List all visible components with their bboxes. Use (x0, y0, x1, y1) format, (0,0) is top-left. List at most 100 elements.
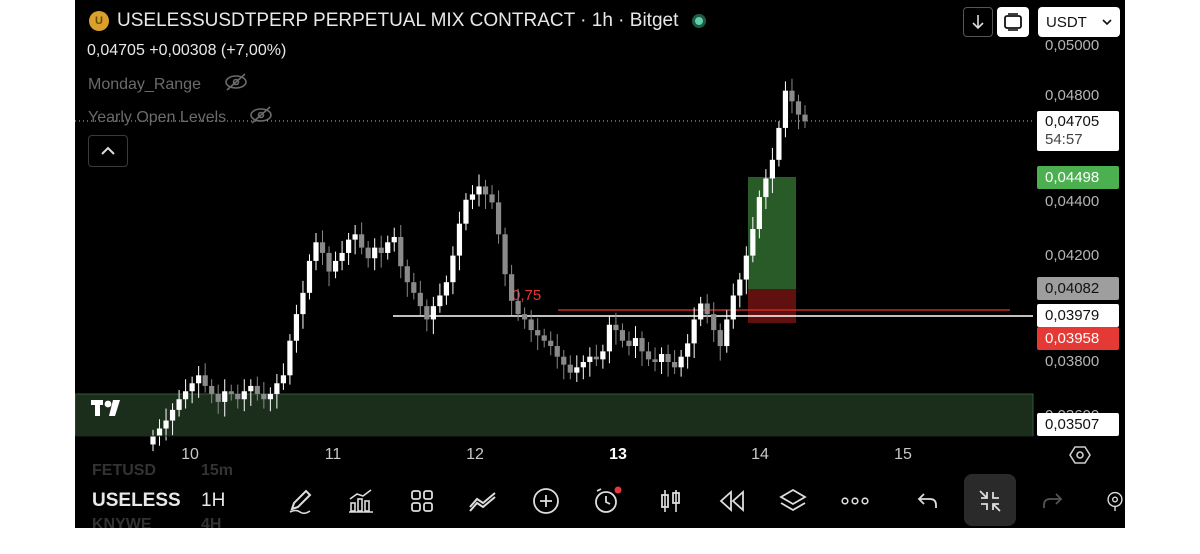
time-tick: 12 (466, 446, 484, 463)
candle-body (209, 385, 215, 394)
candle-body (189, 383, 195, 392)
candle-body (372, 247, 378, 259)
left-margin (0, 0, 75, 554)
candle-body (215, 393, 221, 402)
bar-countdown: 54:57 (1045, 131, 1083, 148)
current-price-label: 0,04705 54:57 (1037, 111, 1119, 151)
compare-icon[interactable] (466, 484, 500, 518)
demand-zone (75, 393, 1034, 437)
candle-body (313, 242, 319, 261)
candle-body (600, 351, 606, 360)
scroll-down-button[interactable] (963, 7, 993, 37)
time-tick: 13 (609, 446, 627, 463)
next-interval-ghost: 4H (201, 516, 222, 528)
candle-body (795, 101, 802, 115)
candle-body (450, 255, 456, 283)
candle-body (169, 409, 176, 421)
settings-icon[interactable] (1105, 484, 1125, 518)
symbol-header[interactable]: U USELESSUSDTPERP PERPETUAL MIX CONTRACT… (89, 10, 707, 32)
candle-body (261, 393, 267, 400)
stop-label: 0,03958 (1037, 327, 1119, 350)
candle-body (763, 178, 769, 198)
candle-body (652, 359, 658, 362)
candle-body (730, 295, 736, 320)
interval-picker[interactable]: 1H (201, 490, 226, 511)
key-level-label: 0,03979 (1037, 304, 1119, 327)
add-icon[interactable] (529, 484, 563, 518)
active-tool-bg (964, 474, 1016, 526)
redo-icon[interactable] (1035, 484, 1069, 518)
candles-icon[interactable] (654, 484, 688, 518)
candle-body (332, 260, 339, 272)
candle-body (509, 274, 515, 301)
take-profit-label: 0,04498 (1037, 166, 1119, 189)
candle-body (626, 340, 632, 347)
candle-body (202, 375, 208, 386)
exit-fullscreen-icon[interactable] (973, 484, 1007, 518)
more-icon[interactable] (838, 484, 872, 518)
candle-body (424, 306, 430, 320)
candle-body (561, 356, 567, 365)
candle-body (241, 391, 247, 400)
candle-body (704, 303, 710, 315)
alert-icon[interactable] (590, 484, 624, 518)
indicator-monday-range[interactable]: Monday_Range (88, 72, 249, 97)
candle-body (567, 364, 573, 373)
candle-body (235, 393, 241, 400)
candle-body (430, 306, 436, 320)
candle-body (339, 252, 345, 261)
candle-body (665, 354, 671, 362)
candle-body (280, 375, 286, 384)
candle-body (541, 335, 547, 341)
indicators-icon[interactable] (344, 484, 378, 518)
candle-body (789, 90, 795, 102)
time-tick: 15 (894, 446, 912, 463)
price-tick: 0,04200 (1045, 247, 1100, 264)
candle-body (802, 114, 808, 122)
bottom-toolbar: FETUSD 15m USELESS 1H KNYWE 4H (75, 462, 1125, 528)
candle-body (352, 234, 358, 240)
chevron-down-icon (1102, 18, 1112, 25)
candle-body (196, 375, 202, 384)
candle-body (632, 338, 639, 347)
eye-off-icon[interactable] (223, 72, 249, 97)
candle-body (645, 351, 652, 360)
candles-group (150, 78, 808, 452)
candle-body (163, 420, 169, 429)
replay-icon[interactable] (715, 484, 749, 518)
eye-off-icon[interactable] (248, 105, 274, 130)
current-price-value: 0,04705 (1045, 113, 1100, 130)
candle-body (150, 436, 156, 445)
candle-body (417, 292, 423, 307)
templates-icon[interactable] (405, 484, 439, 518)
price-chart[interactable]: 0,75 (75, 0, 1125, 470)
next-symbol-ghost: KNYWE (92, 516, 152, 528)
undo-icon[interactable] (911, 484, 945, 518)
collapse-legend-button[interactable] (88, 135, 128, 167)
prev-symbol-ghost: FETUSD (92, 462, 156, 479)
prev-interval-ghost: 15m (201, 462, 234, 479)
candle-body (359, 234, 365, 248)
candle-body (515, 300, 521, 315)
time-tick: 14 (751, 446, 769, 463)
indicator-label: Yearly Open Levels (88, 108, 227, 126)
layout-button[interactable] (997, 7, 1029, 37)
entry-high-label: 0,04082 (1037, 277, 1119, 300)
layers-icon[interactable] (776, 484, 810, 518)
chevron-up-icon (101, 146, 115, 155)
candle-body (228, 391, 234, 394)
indicator-label: Monday_Range (88, 75, 201, 93)
pen-icon[interactable] (283, 484, 317, 518)
coin-icon: U (89, 11, 109, 31)
candle-body (176, 399, 182, 410)
indicator-yearly-open[interactable]: Yearly Open Levels (88, 105, 274, 130)
candle-body (306, 260, 313, 293)
candle-body (267, 393, 273, 400)
candle-body (691, 319, 697, 344)
candle-body (587, 356, 593, 362)
chart-settings-icon[interactable] (1069, 445, 1091, 470)
candle-body (606, 324, 612, 352)
currency-select[interactable]: USDT (1038, 7, 1120, 37)
candle-body (548, 340, 554, 347)
symbol-picker[interactable]: USELESS (92, 490, 181, 511)
